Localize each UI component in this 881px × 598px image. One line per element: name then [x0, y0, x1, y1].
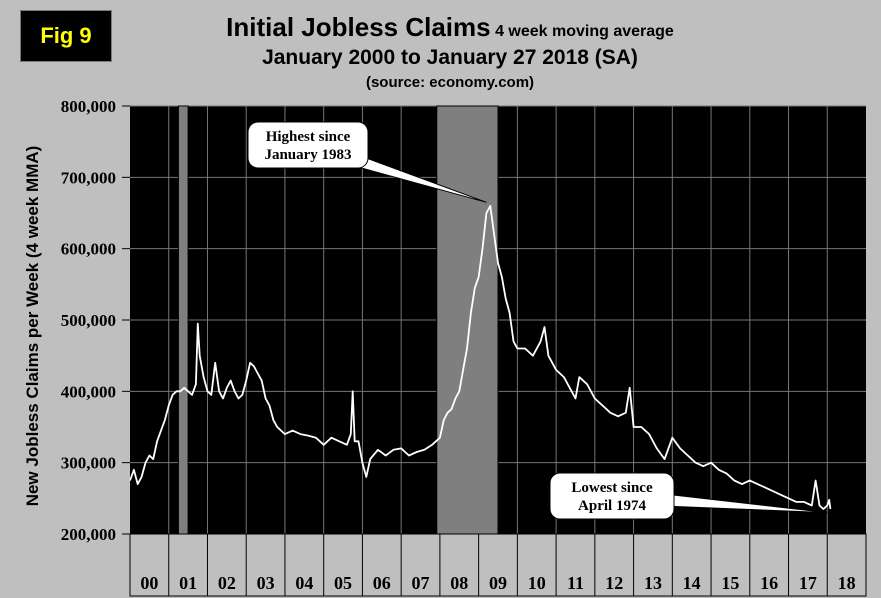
x-tick-label: 09 [489, 573, 507, 593]
y-tick-label: 500,000 [61, 311, 116, 330]
chart-title-suffix: 4 week moving average [495, 23, 674, 40]
x-tick-label: 13 [644, 573, 662, 593]
callout-box [247, 121, 369, 169]
y-tick-label: 600,000 [61, 240, 116, 259]
y-tick-label: 200,000 [61, 525, 116, 544]
y-tick-label: 800,000 [61, 97, 116, 116]
figure-badge: Fig 9 [20, 10, 112, 62]
x-tick-label: 05 [334, 573, 352, 593]
x-tick-label: 18 [838, 573, 856, 593]
x-tick-label: 03 [257, 573, 275, 593]
x-tick-label: 06 [373, 573, 391, 593]
y-tick-label: 400,000 [61, 382, 116, 401]
x-tick-label: 14 [683, 573, 701, 593]
recession-band [177, 105, 189, 536]
x-axis-band [129, 533, 867, 597]
x-tick-label: 11 [567, 573, 584, 593]
x-tick-label: 15 [721, 573, 739, 593]
x-tick-label: 00 [140, 573, 158, 593]
chart-title-main: Initial Jobless Claims [226, 12, 491, 42]
recession-band [436, 105, 499, 536]
y-axis-label: New Jobless Claims per Week (4 week MMA) [23, 146, 42, 507]
x-tick-label: 07 [412, 573, 430, 593]
x-tick-label: 12 [605, 573, 623, 593]
callout-text: Highest since [266, 129, 351, 145]
x-tick-label: 17 [799, 573, 817, 593]
x-tick-label: 08 [450, 573, 468, 593]
figure-badge-label: Fig 9 [40, 23, 92, 48]
x-tick-label: 10 [528, 573, 546, 593]
callout-box [549, 472, 675, 520]
series-line [129, 204, 832, 510]
callout-text: January 1983 [264, 147, 351, 163]
x-tick-label: 01 [179, 573, 197, 593]
y-tick-label: 700,000 [61, 168, 116, 187]
x-tick-label: 02 [218, 573, 236, 593]
callout-text: April 1974 [578, 498, 646, 514]
x-tick-label: 04 [295, 573, 313, 593]
chart-source: (source: economy.com) [365, 74, 535, 91]
x-tick-label: 16 [760, 573, 778, 593]
chart-subtitle: January 2000 to January 27 2018 (SA) [262, 46, 638, 69]
y-tick-label: 300,000 [61, 454, 116, 473]
callout-text: Lowest since [571, 480, 653, 496]
chart-title: Initial Jobless Claims 4 week moving ave… [130, 12, 770, 43]
